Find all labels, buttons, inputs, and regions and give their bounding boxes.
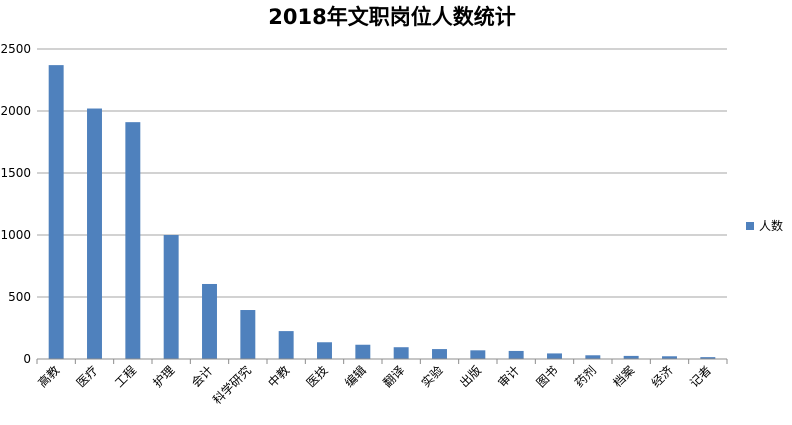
bar (87, 108, 102, 360)
category-label: 出版 (457, 363, 484, 390)
bar (125, 122, 141, 359)
bar (585, 355, 601, 359)
y-tick-label: 1500 (0, 166, 31, 180)
legend-swatch (746, 222, 754, 230)
bar (700, 357, 716, 359)
category-label: 高教 (35, 363, 63, 391)
bar (662, 356, 677, 359)
category-label: 药剂 (571, 363, 599, 391)
gridlines (37, 48, 727, 360)
bars (48, 65, 716, 360)
category-label: 记者 (687, 363, 714, 390)
category-label: 护理 (150, 363, 177, 390)
category-label: 翻译 (380, 363, 407, 390)
bar (470, 350, 486, 359)
bar (278, 331, 294, 359)
y-tick-label: 2500 (0, 42, 31, 56)
category-label: 档案 (610, 363, 638, 391)
bar (508, 350, 524, 359)
bar (202, 283, 217, 359)
legend-label: 人数 (759, 218, 783, 233)
y-tick-label: 500 (8, 290, 31, 304)
bar (432, 349, 447, 359)
category-label: 经济 (648, 363, 676, 391)
bar (163, 235, 179, 359)
category-label: 中教 (265, 363, 293, 391)
x-axis (36, 358, 728, 364)
category-label: 工程 (111, 363, 139, 391)
bar (623, 355, 639, 359)
legend: 人数 (746, 218, 783, 233)
y-tick-label: 0 (23, 352, 31, 366)
category-label: 图书 (534, 363, 561, 390)
category-label: 医技 (304, 363, 331, 390)
category-label: 科学研究 (209, 363, 254, 408)
chart-title: 2018年文职岗位人数统计 (268, 5, 515, 29)
category-label: 会计 (189, 363, 216, 390)
category-label: 医疗 (74, 363, 101, 390)
bar (317, 342, 332, 359)
bar (393, 347, 409, 359)
y-axis-ticks: 0 500 1000 1500 2000 2500 (0, 42, 31, 366)
y-tick-label: 2000 (0, 104, 31, 118)
bar (355, 344, 371, 359)
bar (48, 65, 64, 360)
bar (240, 310, 256, 359)
category-label: 编辑 (341, 363, 369, 391)
category-label: 实验 (418, 363, 446, 391)
category-label: 审计 (495, 363, 523, 391)
bar (547, 353, 562, 359)
y-tick-label: 1000 (0, 228, 31, 242)
